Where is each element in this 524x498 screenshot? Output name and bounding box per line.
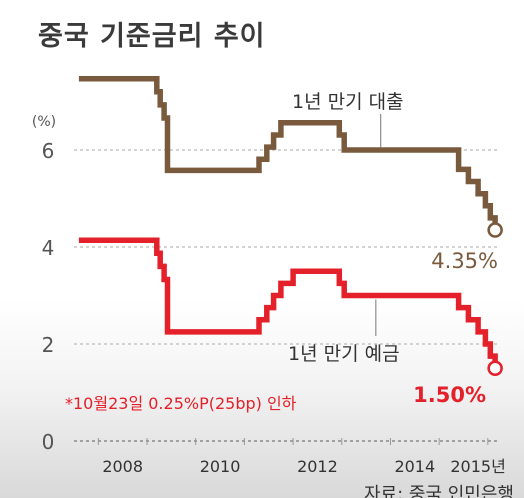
x-tick-label: 2012 (297, 457, 338, 476)
loan-end-marker (487, 222, 503, 238)
y-tick-label: 0 (42, 430, 55, 454)
footnote: *10월23일 0.25%P(25bp) 인하 (65, 394, 297, 413)
source-note: 자료: 중국 인민은행 (364, 484, 514, 498)
loan-end-value: 4.35% (431, 249, 498, 273)
series-label-deposit: 1년 만기 예금 (288, 343, 400, 365)
x-tick-label: 2008 (102, 457, 143, 476)
chart-title: 중국 기준금리 추이 (38, 21, 266, 52)
y-tick-label: 4 (42, 236, 55, 260)
deposit-end-value: 1.50% (413, 383, 486, 407)
y-tick-label: 6 (42, 139, 55, 163)
y-axis-unit: (%) (32, 114, 56, 130)
loan-rate-line (78, 75, 498, 230)
deposit-rate-line (78, 237, 498, 369)
x-tick-label: 2015년 (450, 457, 505, 476)
x-tick-label: 2010 (200, 457, 241, 476)
y-tick-label: 2 (42, 333, 55, 357)
deposit-end-marker (487, 360, 503, 376)
x-tick-label: 2014 (394, 457, 435, 476)
series-label-loan: 1년 만기 대출 (292, 91, 404, 113)
